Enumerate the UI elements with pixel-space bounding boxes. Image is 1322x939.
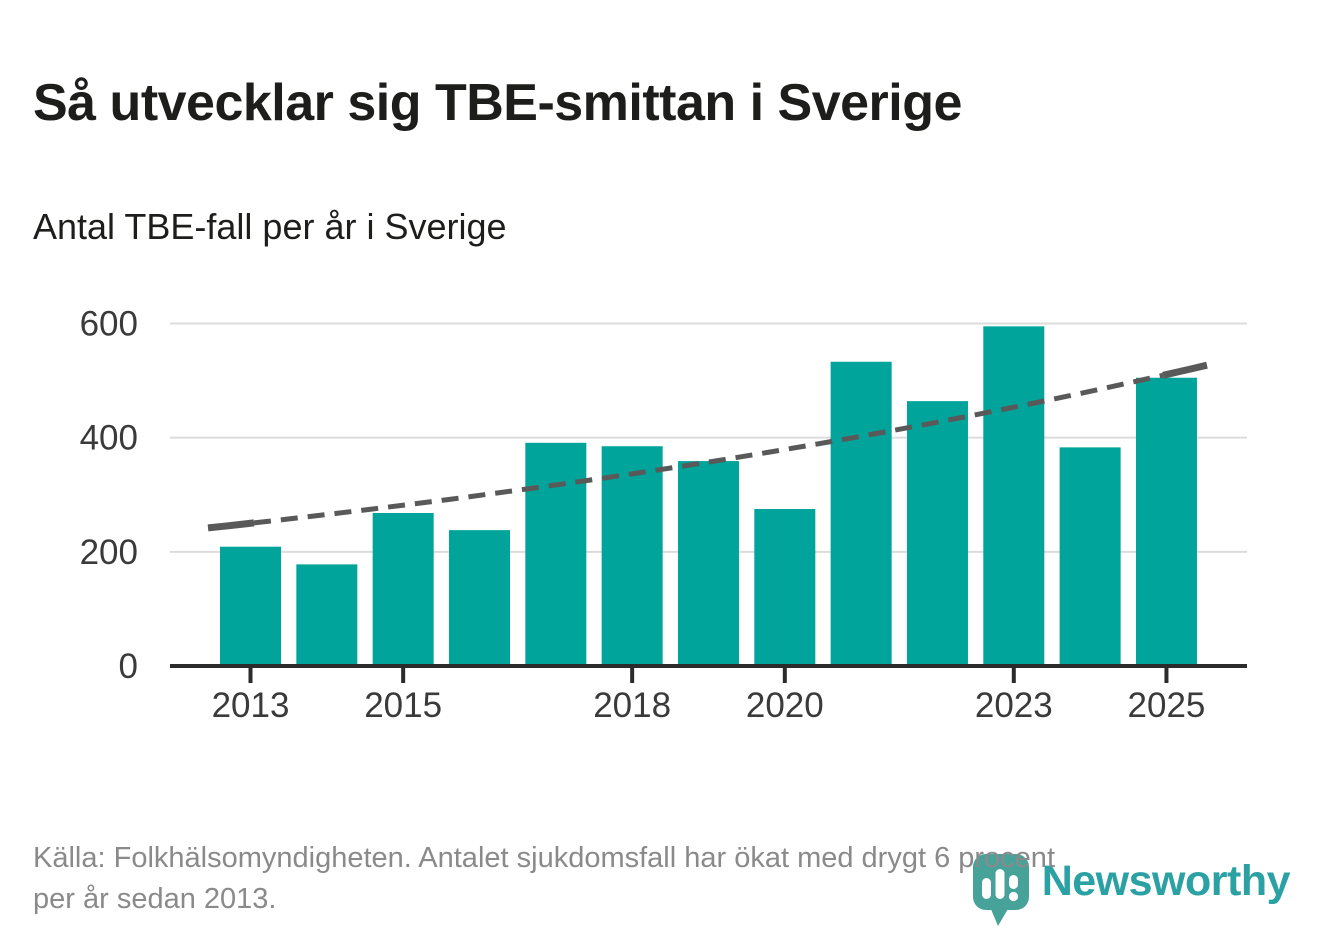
newsworthy-bubble-barchart-icon: [972, 854, 1029, 926]
bar-2017: [525, 442, 587, 666]
x-tick-label-2023: 2023: [975, 686, 1053, 725]
y-tick-label-600: 600: [80, 305, 138, 344]
source-note-line2: per år sedan 2013.: [33, 883, 277, 915]
bar-2025: [1135, 377, 1197, 666]
trend-line-dashed: [253, 372, 1164, 526]
newsworthy-logo: Newsworthy: [970, 852, 1291, 928]
chart-plot-area: 0 200 400 600 2013 2015 2018 2020 2023 2025: [80, 305, 1247, 725]
y-tick-label-200: 200: [80, 533, 138, 572]
x-tick-label-2020: 2020: [746, 686, 824, 725]
x-tick-label-2025: 2025: [1128, 686, 1206, 725]
trend-line-end-cap: [1162, 361, 1208, 379]
bar-2014: [296, 564, 358, 666]
bar-2015: [372, 513, 434, 666]
bar-2018: [601, 446, 663, 666]
y-tick-label-400: 400: [80, 419, 138, 458]
bar-2019: [677, 461, 739, 666]
trend-line-start-cap: [207, 519, 255, 532]
bar-2020: [754, 509, 816, 666]
bar-2013: [220, 546, 281, 666]
x-tick-label-2018: 2018: [593, 686, 671, 725]
bar-2021: [830, 361, 892, 666]
x-tick-label-2013: 2013: [212, 686, 290, 725]
y-tick-label-0: 0: [119, 647, 138, 686]
bar-2023: [983, 326, 1045, 666]
chart-subtitle: Antal TBE-fall per år i Sverige: [33, 205, 507, 247]
x-tick-label-2015: 2015: [364, 686, 442, 725]
newsworthy-logo-text: Newsworthy: [1041, 857, 1291, 905]
page-title: Så utvecklar sig TBE-smittan i Sverige: [33, 73, 962, 132]
source-note-line1: Källa: Folkhälsomyndigheten. Antalet sju…: [33, 842, 1055, 874]
bar-2022: [906, 401, 968, 666]
source-note: Källa: Folkhälsomyndigheten. Antalet sju…: [33, 838, 1303, 920]
bar-2016: [448, 530, 510, 666]
bar-2024: [1059, 447, 1121, 666]
